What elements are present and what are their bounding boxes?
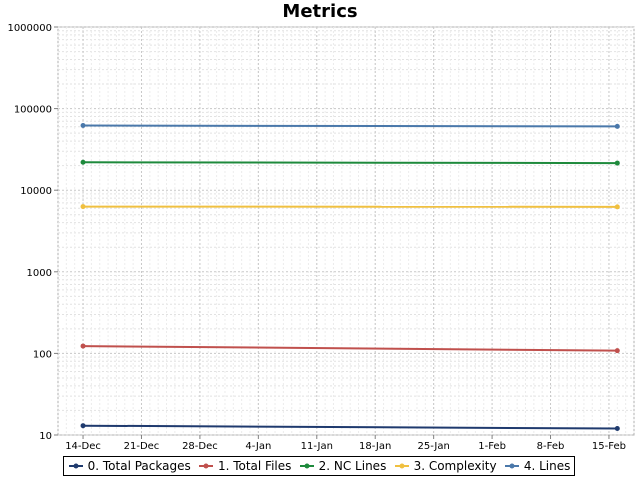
data-point (80, 159, 86, 165)
data-point (80, 343, 86, 349)
legend-label: 1. Total Files (217, 459, 292, 473)
x-tick-label: 21-Dec (124, 441, 160, 452)
legend: 0. Total Packages 1. Total Files 2. NC Lin… (63, 456, 575, 476)
x-tick-label: 11-Jan (301, 441, 333, 452)
y-tick-label: 1000 (27, 268, 52, 279)
x-tick-label: 14-Dec (65, 441, 101, 452)
y-tick-label: 10000 (20, 186, 52, 197)
x-tick-label: 15-Feb (592, 441, 626, 452)
series-line-1 (83, 345, 618, 352)
legend-item: 4. Lines (504, 459, 571, 473)
legend-label: 0. Total Packages (87, 459, 191, 473)
series-layer (80, 123, 620, 432)
x-tick-label: 28-Dec (182, 441, 218, 452)
x-tick-label: 4-Jan (245, 441, 271, 452)
legend-item: 1. Total Files (198, 459, 291, 473)
legend-label: 3. Complexity (413, 459, 497, 473)
legend-swatch (68, 463, 83, 469)
series-line-4 (83, 124, 618, 128)
legend-item: 0. Total Packages (68, 459, 191, 473)
legend-label: 2. NC Lines (318, 459, 387, 473)
data-point (614, 123, 620, 129)
data-point (80, 123, 86, 129)
series-line-0 (83, 424, 618, 430)
chart-title: Metrics (282, 1, 358, 22)
series-line-2 (83, 161, 618, 165)
axes: 10 100 1000 10000 100000 1000000 14-Dec 21-Dec 2… (7, 23, 626, 452)
legend-swatch (394, 463, 409, 469)
data-point (80, 204, 86, 210)
x-tick-label: 1-Feb (478, 441, 506, 452)
x-tick-label: 8-Feb (537, 441, 565, 452)
legend-swatch (504, 463, 519, 469)
legend-item: 3. Complexity (394, 459, 497, 473)
data-point (614, 204, 620, 210)
data-point (614, 426, 620, 432)
legend-label: 4. Lines (523, 459, 571, 473)
legend-item: 2. NC Lines (299, 459, 387, 473)
grid (57, 26, 635, 436)
x-tick-label: 18-Jan (359, 441, 391, 452)
y-tick-label: 100 (33, 349, 52, 360)
data-point (614, 348, 620, 354)
data-point (80, 423, 86, 429)
y-tick-label: 100000 (14, 105, 52, 116)
data-point (614, 160, 620, 166)
y-tick-label: 10 (39, 431, 52, 442)
y-tick-label: 1000000 (7, 23, 52, 34)
legend-swatch (198, 463, 213, 469)
x-tick-label: 25-Jan (417, 441, 449, 452)
plot-area (57, 26, 635, 436)
legend-swatch (299, 463, 314, 469)
